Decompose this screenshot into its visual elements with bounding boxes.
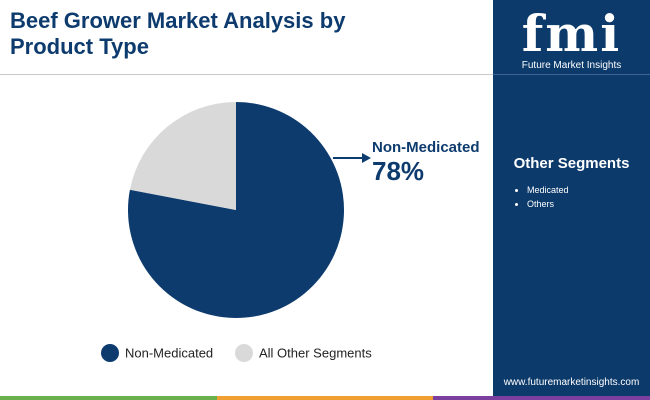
segments-list: Medicated Others xyxy=(513,183,569,211)
legend-label: Non-Medicated xyxy=(125,345,213,360)
chart-title: Beef Grower Market Analysis by Product T… xyxy=(10,8,346,59)
divider xyxy=(493,74,650,75)
segment-item: Others xyxy=(527,197,569,211)
annotation-value: 78% xyxy=(372,156,424,186)
website-url: www.futuremarketinsights.com xyxy=(503,377,640,388)
side-panel: fmi Future Market Insights Other Segment… xyxy=(493,0,650,400)
pie-slice xyxy=(128,102,344,319)
legend-label: All Other Segments xyxy=(259,345,372,360)
annotation-arrowhead xyxy=(362,153,371,163)
pie-slice xyxy=(129,102,236,210)
divider xyxy=(0,74,493,75)
segment-item: Medicated xyxy=(527,183,569,197)
color-strip xyxy=(0,396,650,400)
legend-swatch xyxy=(235,344,253,362)
logo-text: Future Market Insights xyxy=(521,60,622,71)
annotation-label: Non-Medicated xyxy=(372,139,480,156)
logo-mark: fmi xyxy=(521,4,622,63)
legend-swatch xyxy=(101,344,119,362)
segments-title: Other Segments xyxy=(513,155,630,172)
